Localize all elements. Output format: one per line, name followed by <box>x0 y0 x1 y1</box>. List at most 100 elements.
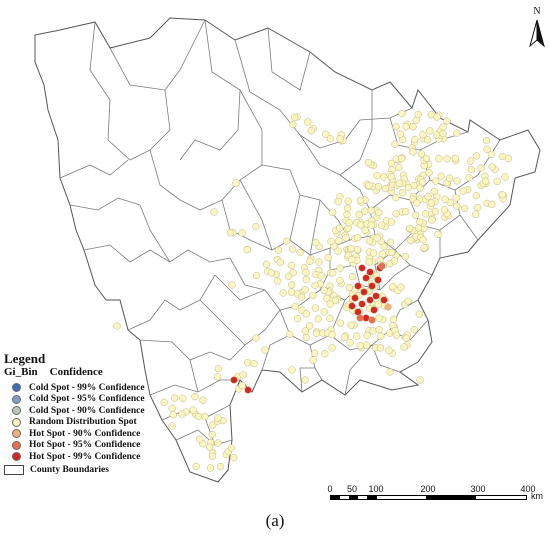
random-spot-point <box>377 332 385 340</box>
random-spot-point <box>328 331 336 339</box>
random-spot-point <box>388 248 396 257</box>
random-spot-point <box>238 229 246 237</box>
legend-swatch <box>12 394 21 404</box>
random-spot-point <box>171 394 179 402</box>
random-spot-point <box>415 310 423 318</box>
legend-swatch <box>12 406 21 416</box>
legend-item: Hot Spot - 95% Confidence <box>4 440 204 452</box>
random-spot-point <box>482 136 491 145</box>
random-spot-point <box>336 319 344 327</box>
random-spot-point <box>340 333 349 341</box>
random-spot-point <box>334 198 342 206</box>
hot-spot-99-point <box>370 306 378 314</box>
hot-spot-99-point <box>244 386 252 394</box>
random-spot-point <box>439 123 447 131</box>
random-spot-point <box>420 244 428 252</box>
legend-swatch <box>12 383 21 393</box>
hot-spot-99-point <box>368 282 376 290</box>
random-spot-point <box>414 110 422 119</box>
random-spot-point <box>208 430 216 439</box>
random-spot-point <box>472 210 480 218</box>
random-spot-point <box>367 221 375 229</box>
random-spot-point <box>214 414 222 422</box>
random-spot-point <box>387 173 396 181</box>
random-spot-point <box>345 219 353 227</box>
hot-spot-99-point <box>354 282 362 290</box>
random-spot-point <box>310 349 319 357</box>
legend-item: Hot Spot - 99% Confidence <box>4 451 204 463</box>
random-spot-point <box>288 366 296 374</box>
legend-item-label: Hot Spot - 99% Confidence <box>29 451 141 462</box>
random-spot-point <box>402 334 410 342</box>
random-spot-point <box>428 216 436 224</box>
scale-bar: 0 50 100 200 300 400 km <box>327 484 545 504</box>
random-spot-point <box>354 233 362 242</box>
legend-item: Cold Spot - 90% Confidence <box>4 405 204 417</box>
random-spot-point <box>209 421 217 429</box>
random-spot-point <box>392 331 400 339</box>
random-spot-point <box>416 376 424 384</box>
random-spot-point <box>481 177 490 185</box>
random-spot-point <box>439 129 447 138</box>
random-spot-point <box>323 294 331 303</box>
random-spot-point <box>113 322 121 330</box>
random-spot-point <box>199 396 207 404</box>
random-spot-point <box>196 435 204 443</box>
random-spot-point <box>160 398 168 407</box>
random-spot-point <box>321 350 329 358</box>
random-spot-point <box>206 464 215 472</box>
random-spot-point <box>362 341 371 349</box>
random-spot-point <box>317 272 325 280</box>
random-spot-point <box>286 330 294 339</box>
random-spot-point <box>411 211 420 219</box>
legend-items: Cold Spot - 99% Confidence Cold Spot - 95… <box>4 382 204 463</box>
random-spot-point <box>208 452 217 460</box>
random-spot-point <box>361 207 369 215</box>
random-spot-point <box>334 247 342 255</box>
random-spot-point <box>451 154 459 163</box>
random-spot-point <box>472 152 481 160</box>
random-spot-point <box>409 148 417 156</box>
random-spot-point <box>320 286 328 294</box>
random-spot-point <box>431 177 440 185</box>
legend-title: Legend <box>4 351 46 366</box>
random-spot-point <box>365 237 374 245</box>
random-spot-point <box>230 454 238 462</box>
random-spot-point <box>306 257 314 265</box>
hotspot-points <box>113 109 513 472</box>
random-spot-point <box>342 234 350 242</box>
random-spot-point <box>346 338 354 347</box>
random-spot-point <box>460 204 469 213</box>
scale-tick-label: 50 <box>346 484 358 494</box>
random-spot-point <box>400 343 408 351</box>
random-spot-point <box>296 248 304 257</box>
random-spot-point <box>250 359 258 368</box>
random-spot-point <box>398 189 407 197</box>
random-spot-point <box>375 208 383 217</box>
random-spot-point <box>422 154 431 163</box>
random-spot-point <box>232 179 240 187</box>
random-spot-point <box>440 206 449 214</box>
random-spot-point <box>206 443 214 451</box>
random-spot-point <box>365 258 373 266</box>
legend-field-header: Gi_Bin Confidence <box>4 366 204 379</box>
random-spot-point <box>445 174 454 182</box>
random-spot-point <box>389 315 398 323</box>
random-spot-point <box>504 154 513 163</box>
random-spot-point <box>391 140 399 148</box>
random-spot-point <box>431 207 440 216</box>
legend-item-label: Hot Spot - 95% Confidence <box>29 440 141 451</box>
random-spot-point <box>293 314 302 323</box>
random-spot-point <box>301 376 309 384</box>
legend-item: Cold Spot - 95% Confidence <box>4 394 204 406</box>
random-spot-point <box>287 288 296 296</box>
random-spot-point <box>433 113 441 121</box>
random-spot-point <box>302 333 310 342</box>
random-spot-point <box>227 444 236 452</box>
hot-spot-99-point <box>358 300 366 308</box>
random-spot-point <box>375 314 383 322</box>
random-spot-point <box>226 229 235 237</box>
random-spot-point <box>465 174 473 182</box>
random-spot-point <box>361 226 369 234</box>
